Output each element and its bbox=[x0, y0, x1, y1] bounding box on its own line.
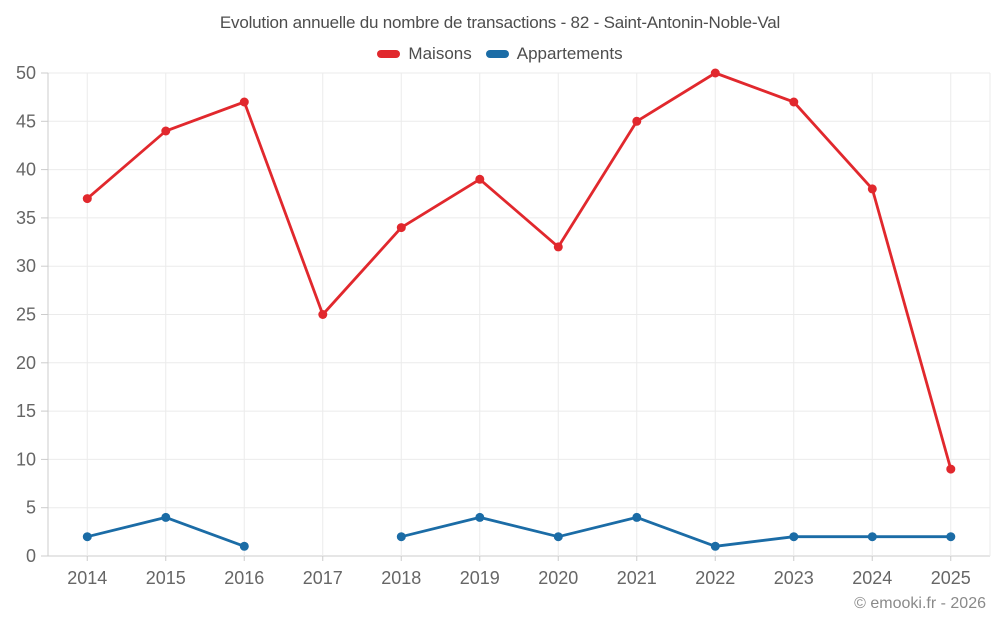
y-axis-label: 20 bbox=[16, 353, 36, 373]
x-axis-label: 2014 bbox=[67, 568, 107, 588]
y-axis-label: 15 bbox=[16, 401, 36, 421]
data-point-appartements-2019[interactable] bbox=[475, 512, 485, 522]
x-axis-label: 2015 bbox=[146, 568, 186, 588]
legend-swatch-appartements bbox=[485, 50, 509, 58]
data-point-maisons-2019[interactable] bbox=[475, 174, 485, 184]
x-axis-label: 2024 bbox=[852, 568, 892, 588]
series-line-appartements bbox=[85, 516, 953, 548]
data-point-maisons-2015[interactable] bbox=[161, 126, 171, 136]
legend-swatch-maisons bbox=[377, 50, 401, 58]
y-axis-label: 45 bbox=[16, 111, 36, 131]
x-axis-label: 2022 bbox=[695, 568, 735, 588]
data-point-maisons-2018[interactable] bbox=[396, 223, 406, 233]
y-axis-label: 40 bbox=[16, 160, 36, 180]
x-axis-label: 2017 bbox=[303, 568, 343, 588]
y-axis-label: 50 bbox=[16, 63, 36, 83]
data-point-maisons-2022[interactable] bbox=[710, 68, 720, 78]
y-axis-label: 25 bbox=[16, 305, 36, 325]
legend: Maisons Appartements bbox=[0, 44, 1000, 64]
data-point-appartements-2014[interactable] bbox=[82, 532, 92, 542]
data-point-appartements-2016[interactable] bbox=[239, 541, 249, 551]
y-axis-label: 10 bbox=[16, 449, 36, 469]
data-point-appartements-2021[interactable] bbox=[632, 512, 642, 522]
y-axis-label: 0 bbox=[26, 546, 36, 566]
data-point-maisons-2020[interactable] bbox=[553, 242, 563, 252]
x-axis-label: 2023 bbox=[774, 568, 814, 588]
data-point-maisons-2021[interactable] bbox=[632, 116, 642, 126]
x-axis-label: 2021 bbox=[617, 568, 657, 588]
data-point-appartements-2025[interactable] bbox=[946, 532, 956, 542]
y-axis-label: 35 bbox=[16, 208, 36, 228]
data-point-appartements-2015[interactable] bbox=[161, 512, 171, 522]
legend-item-appartements[interactable]: Appartements bbox=[485, 44, 623, 64]
data-point-maisons-2024[interactable] bbox=[867, 184, 877, 194]
legend-item-maisons[interactable]: Maisons bbox=[377, 44, 472, 64]
chart-title: Evolution annuelle du nombre de transact… bbox=[219, 13, 781, 32]
x-axis-label: 2019 bbox=[460, 568, 500, 588]
data-point-maisons-2025[interactable] bbox=[946, 464, 956, 474]
data-point-maisons-2023[interactable] bbox=[789, 97, 799, 107]
x-axis-label: 2025 bbox=[931, 568, 971, 588]
x-axis-label: 2018 bbox=[381, 568, 421, 588]
x-axis-label: 2020 bbox=[538, 568, 578, 588]
legend-label-maisons: Maisons bbox=[408, 44, 472, 63]
data-point-appartements-2020[interactable] bbox=[553, 532, 563, 542]
data-point-maisons-2016[interactable] bbox=[239, 97, 249, 107]
copyright: © emooki.fr - 2026 bbox=[854, 595, 986, 612]
data-point-maisons-2017[interactable] bbox=[318, 310, 328, 319]
data-point-appartements-2024[interactable] bbox=[867, 532, 877, 542]
y-axis-label: 30 bbox=[16, 256, 36, 276]
legend-label-appartements: Appartements bbox=[516, 44, 623, 63]
y-axis-label: 5 bbox=[26, 498, 36, 518]
series-line-maisons bbox=[85, 71, 953, 471]
data-point-appartements-2018[interactable] bbox=[396, 532, 406, 542]
data-point-maisons-2014[interactable] bbox=[82, 194, 92, 204]
data-point-appartements-2022[interactable] bbox=[710, 541, 720, 551]
data-point-appartements-2023[interactable] bbox=[789, 532, 799, 542]
x-axis-label: 2016 bbox=[224, 568, 264, 588]
